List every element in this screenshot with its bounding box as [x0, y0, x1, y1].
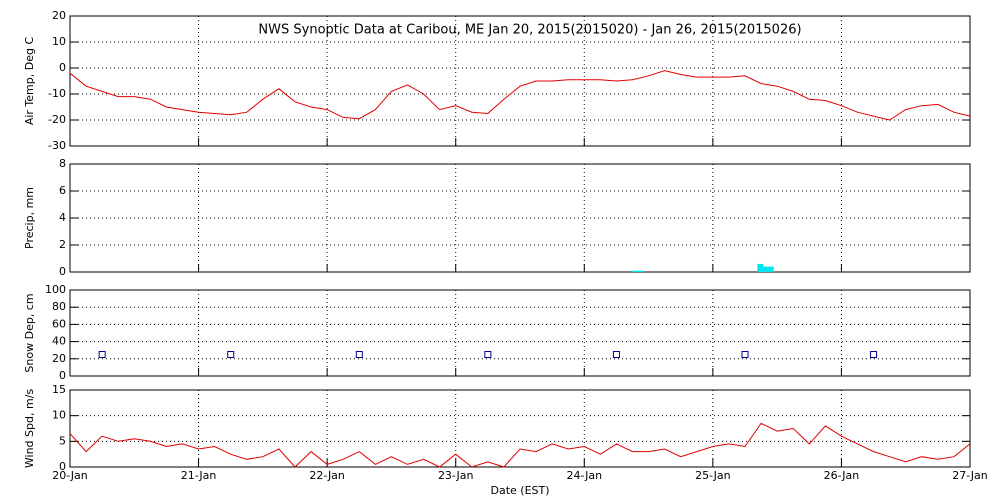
y-tick-label: 8 — [59, 157, 66, 170]
point — [227, 351, 235, 358]
y-tick-label: 0 — [59, 460, 66, 473]
point — [355, 351, 363, 358]
x-tick-label: 20-Jan — [52, 469, 88, 482]
plot-frame — [69, 163, 971, 273]
y-tick-label: 4 — [59, 211, 66, 224]
data-line — [69, 422, 971, 468]
y-axis-label: Air Temp, Deg C — [23, 37, 36, 126]
x-tick-label: 24-Jan — [567, 469, 603, 482]
x-tick-label: 27-Jan — [952, 469, 988, 482]
point — [98, 351, 106, 358]
y-tick-label: 15 — [52, 383, 66, 396]
y-tick-label: 80 — [52, 300, 66, 313]
y-tick-label: -10 — [48, 87, 66, 100]
y-axis-label: Wind Spd, m/s — [23, 389, 36, 469]
bar — [762, 266, 769, 272]
data-line — [69, 70, 971, 121]
y-tick-label: 40 — [52, 335, 66, 348]
x-tick-label: 22-Jan — [309, 469, 345, 482]
y-tick-label: 2 — [59, 238, 66, 251]
x-tick-label: 21-Jan — [181, 469, 217, 482]
x-axis-label: Date (EST) — [490, 484, 549, 497]
bar — [757, 263, 764, 272]
y-axis-label: Precip, mm — [23, 187, 36, 249]
y-tick-label: 20 — [52, 9, 66, 22]
y-tick-label: 0 — [59, 61, 66, 74]
x-tick-label: 25-Jan — [695, 469, 731, 482]
plot-frame — [69, 389, 971, 468]
chart-title: NWS Synoptic Data at Caribou, ME Jan 20,… — [258, 23, 801, 38]
x-tick-label: 23-Jan — [438, 469, 474, 482]
y-tick-label: 5 — [59, 434, 66, 447]
point — [612, 351, 620, 358]
y-tick-label: -20 — [48, 113, 66, 126]
y-tick-label: -30 — [48, 139, 66, 152]
y-axis-label: Snow Dep, cm — [23, 293, 36, 372]
y-tick-label: 10 — [52, 409, 66, 422]
plot-frame — [69, 15, 971, 147]
plot-frame — [69, 289, 971, 377]
y-tick-label: 0 — [59, 369, 66, 382]
x-tick-label: 26-Jan — [824, 469, 860, 482]
y-tick-label: 6 — [59, 184, 66, 197]
point — [741, 351, 749, 358]
bar — [631, 270, 638, 272]
bar — [767, 266, 774, 272]
y-tick-label: 100 — [45, 283, 66, 296]
point — [870, 351, 878, 358]
y-tick-label: 10 — [52, 35, 66, 48]
bar — [637, 270, 644, 272]
y-tick-label: 60 — [52, 317, 66, 330]
y-tick-label: 0 — [59, 265, 66, 278]
y-tick-label: 20 — [52, 352, 66, 365]
point — [484, 351, 492, 358]
